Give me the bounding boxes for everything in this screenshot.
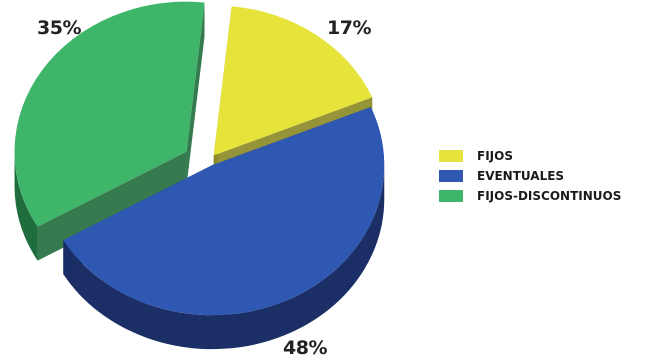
legend-label-fijos: FIJOS xyxy=(477,149,513,163)
legend-swatch-fijos xyxy=(439,150,463,162)
slice-face-fijos-discontinuos-0 xyxy=(37,151,187,261)
legend-swatch-fijos-discontinuos xyxy=(439,190,463,202)
slice-wall-fijos-discontinuos xyxy=(14,151,38,261)
legend-label-fijos-discontinuos: FIJOS-DISCONTINUOS xyxy=(477,189,622,203)
pie-slice-eventuales xyxy=(63,107,385,316)
legend-swatch-eventuales xyxy=(439,170,463,182)
legend-item-fijos: FIJOS xyxy=(439,146,664,166)
slice-label-fijos-discontinuos: 35% xyxy=(37,17,81,39)
slice-wall-eventuales xyxy=(63,165,385,350)
chart-legend: FIJOS EVENTUALES FIJOS-DISCONTINUOS xyxy=(439,146,664,206)
legend-item-eventuales: EVENTUALES xyxy=(439,166,664,186)
slice-label-eventuales: 48% xyxy=(283,337,327,359)
legend-item-fijos-discontinuos: FIJOS-DISCONTINUOS xyxy=(439,186,664,206)
pie-slice-fijos xyxy=(213,6,373,156)
pie-slice-fijos-discontinuos xyxy=(14,1,205,227)
legend-label-eventuales: EVENTUALES xyxy=(477,169,565,183)
slice-label-fijos: 17% xyxy=(327,17,371,39)
slice-face-fijos-discontinuos-1 xyxy=(186,2,205,186)
